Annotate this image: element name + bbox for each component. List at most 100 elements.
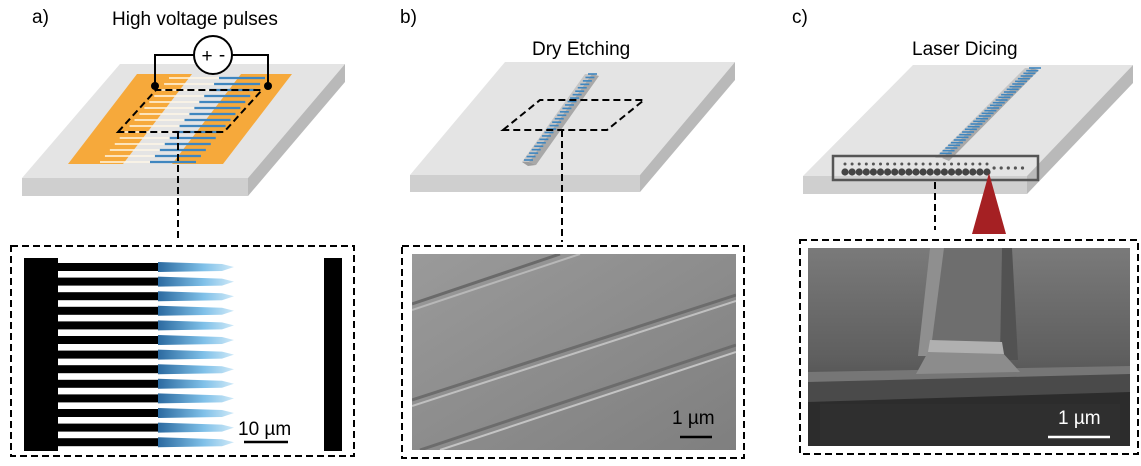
laser-dot [848,168,856,176]
source-plus: + [201,46,212,67]
laser-dot [985,162,989,166]
micro-finger-tip [158,320,234,331]
laser-dot [919,168,927,176]
micro-finger-tip [158,393,234,404]
laser-dot [983,168,991,176]
micro-finger [58,394,158,403]
source-minus: - [219,45,225,66]
panel-c-waveguide [935,67,1041,161]
laser-dot [957,162,961,166]
laser-dot [871,162,875,166]
panel-b-sem-image [412,254,736,450]
laser-dot [969,168,977,176]
laser-dot [864,162,868,166]
panel-c-scale-bar: 1 µm [1048,408,1110,439]
panel-b-scale-bar: 1 µm [672,408,715,439]
panel-c-dicing-region [831,154,1040,182]
laser-dot [841,168,849,176]
laser-dot [855,168,863,176]
laser-dot [933,168,941,176]
panel-a-micrograph [18,253,348,451]
panel-c-inset-frame [799,239,1139,455]
laser-dot [876,168,885,176]
laser-dot [869,168,878,176]
panel-c-sem-image [808,248,1130,446]
panel-c-title: Laser Dicing [912,39,1018,60]
panel-b-waveguide [522,73,599,166]
laser-dot [940,168,949,176]
micro-finger-tip [158,305,234,316]
laser-dot [862,168,870,176]
micro-finger [58,423,158,432]
laser-dot [950,162,953,166]
laser-dot [928,162,932,166]
laser-dot [971,162,975,166]
laser-dot [964,162,968,166]
panel-a-fingers [100,76,265,164]
micro-finger [58,321,158,330]
laser-dot [905,168,913,176]
laser-beam-icon [972,173,1006,234]
micro-finger-tip [158,276,234,287]
laser-dot [912,168,920,176]
laser-dot [850,162,854,166]
laser-dot [1006,166,1010,170]
laser-dot [921,162,925,166]
micro-finger-tip [158,291,234,302]
laser-dot [1020,166,1025,170]
panel-b-dashed-region [500,99,647,131]
laser-dot [935,162,939,166]
laser-dot [1013,166,1018,170]
micro-finger-tip [158,378,234,389]
micro-finger [58,409,158,417]
laser-dot [891,168,899,176]
laser-dot [926,168,934,176]
laser-dot [955,168,963,176]
micro-finger [58,365,158,374]
laser-dot [962,168,970,176]
panel-b-label: b) [400,7,417,28]
voltage-source-icon: + - [193,35,233,75]
laser-dot [884,168,892,176]
laser-dot [898,168,906,176]
laser-dot [893,162,897,166]
laser-dot [942,162,946,166]
panel-a-title: High voltage pulses [112,9,278,30]
micro-finger [58,306,158,315]
micro-finger-tip [158,437,234,448]
micro-finger-tip [158,364,234,375]
panel-a-scale-label: 10 µm [238,419,291,440]
laser-dot [900,162,904,166]
laser-dot [907,162,911,166]
micro-finger [58,336,158,344]
micro-finger-tip [158,335,234,345]
micro-finger-tip [158,422,234,433]
laser-dot [879,162,882,166]
micro-finger-tip [158,262,234,272]
panel-c-laser-dots [841,162,1025,176]
panel-b-scale-label: 1 µm [672,408,715,429]
laser-dot [978,162,982,166]
laser-dot [976,168,984,176]
panel-a-label: a) [32,7,49,28]
panel-c-scale-label: 1 µm [1058,408,1101,429]
laser-dot [947,168,956,176]
laser-dot [914,162,918,166]
micro-finger [58,438,158,447]
laser-dot [843,162,847,166]
panel-b-substrate [410,62,735,192]
micro-finger-tip [158,408,234,418]
panel-a-dashed-region [115,89,265,133]
micro-finger-tip [158,349,234,360]
micro-finger [58,292,158,301]
laser-dot [999,166,1003,170]
micro-finger [58,379,158,388]
panel-b-inset-frame [401,245,745,459]
panel-a-circuit [151,54,272,90]
micro-finger [58,277,158,286]
panel-a-inset-frame [10,245,355,457]
panel-b-title: Dry Etching [532,39,631,60]
laser-dot [857,162,861,166]
micro-finger [58,263,158,271]
